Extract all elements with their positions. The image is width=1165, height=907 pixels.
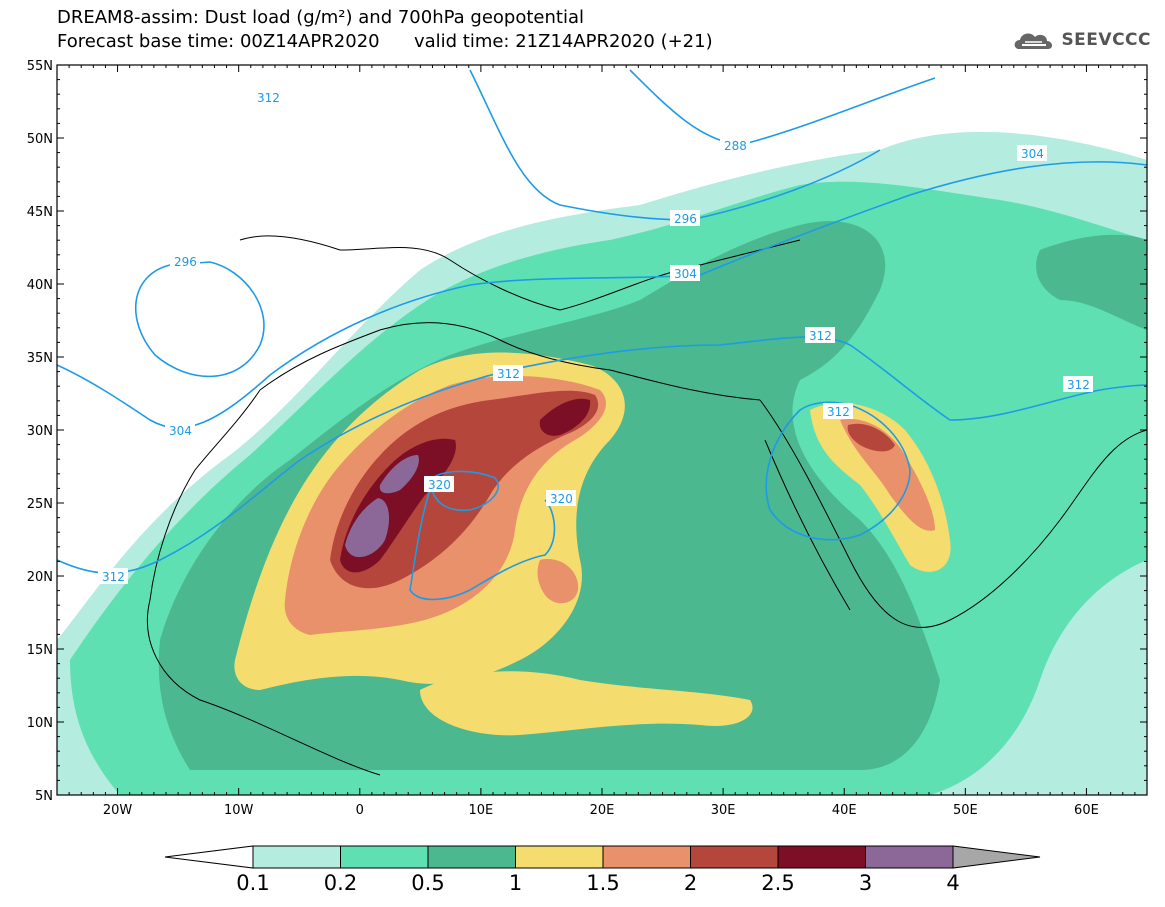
colorbar-level: 2.5	[761, 871, 794, 895]
colorbar-level: 2	[684, 871, 697, 895]
lat-label: 35N	[27, 351, 53, 366]
lat-label: 5N	[35, 789, 53, 804]
colorbar-level: 0.1	[236, 871, 269, 895]
map-subtitle: Forecast base time: 00Z14APR2020 valid t…	[57, 32, 713, 52]
colorbar-swatch	[690, 845, 779, 869]
contour-296-west	[134, 261, 265, 378]
lon-label: 60E	[1074, 803, 1099, 818]
dust-area-3	[345, 498, 390, 558]
lon-label: 40E	[832, 803, 857, 818]
coast-arabia	[759, 399, 1147, 628]
colorbar-swatch	[602, 845, 691, 869]
contour-320-a	[429, 470, 499, 512]
valid-time: valid time: 21Z14APR2020 (+21)	[413, 31, 713, 52]
lon-label: 20E	[590, 803, 615, 818]
colorbar-max-arrow	[952, 845, 1041, 869]
colorbar-level: 1	[509, 871, 522, 895]
contour-label: 320	[550, 492, 573, 506]
contour-labels: 312 288 304 296 296 304 312 304 312 312 …	[98, 89, 1093, 584]
logo-text: SEEVCCC	[1061, 30, 1151, 50]
lon-label: 30E	[711, 803, 736, 818]
seevccc-logo: SEEVCCC	[1011, 27, 1151, 53]
colorbar-swatch	[252, 845, 341, 869]
dust-area-1.5-arabia	[840, 419, 935, 531]
lon-label: 0	[356, 803, 364, 818]
latitude-labels: 55N 50N 45N 40N 35N 30N 25N 20N 15N 10N 5N	[27, 59, 53, 804]
contour-label: 296	[174, 255, 197, 269]
dust-area-2-arabia	[847, 423, 895, 452]
colorbar	[164, 845, 1041, 869]
coast-redsea	[764, 439, 851, 611]
contour-296-north	[469, 69, 881, 221]
lat-label: 30N	[27, 424, 53, 439]
contour-label: 312	[497, 367, 520, 381]
colorbar-level: 3	[859, 871, 872, 895]
coast-africa-north	[259, 322, 761, 401]
dust-area-1-sahel	[420, 671, 753, 736]
contour-label: 312	[809, 329, 832, 343]
colorbar-level: 0.5	[411, 871, 444, 895]
colorbar-swatch	[777, 845, 866, 869]
lat-label: 50N	[27, 132, 53, 147]
contour-320-b	[409, 489, 556, 601]
contour-label: 304	[169, 424, 192, 438]
contour-label: 312	[1067, 378, 1090, 392]
contour-label: 312	[827, 405, 850, 419]
dust-area-3-north	[379, 455, 419, 494]
colorbar-swatch	[865, 845, 954, 869]
colorbar-min-arrow	[164, 845, 254, 869]
cloud-logo-icon	[1015, 33, 1053, 49]
dust-area-0.5-east	[1036, 234, 1147, 330]
axis-ticks	[56, 64, 1148, 796]
dust-area-2	[330, 390, 599, 589]
longitude-labels: 20W 10W 0 10E 20E 30E 40E 50E 60E	[103, 803, 1099, 818]
dust-area-1.5-chad	[537, 559, 579, 604]
forecast-base-time: Forecast base time: 00Z14APR2020	[57, 31, 380, 52]
lon-label: 10W	[224, 803, 254, 818]
lat-label: 40N	[27, 278, 53, 293]
lon-label: 10E	[469, 803, 494, 818]
contour-label: 304	[1021, 147, 1044, 161]
colorbar-swatch	[427, 845, 516, 869]
lat-label: 20N	[27, 570, 53, 585]
colorbar-swatch	[515, 845, 604, 869]
contour-label: 312	[102, 570, 125, 584]
lat-label: 15N	[27, 643, 53, 658]
map-title: DREAM8-assim: Dust load (g/m²) and 700hP…	[57, 7, 584, 28]
colorbar-level: 1.5	[586, 871, 619, 895]
lon-label: 50E	[953, 803, 978, 818]
contour-label: 312	[257, 91, 280, 105]
contour-label: 288	[724, 139, 747, 153]
contour-label: 296	[674, 212, 697, 226]
dust-area-1-arabia	[810, 402, 951, 572]
coast-africa-west	[146, 389, 381, 776]
lat-label: 55N	[27, 59, 53, 74]
dust-field	[57, 131, 1147, 795]
lat-label: 25N	[27, 497, 53, 512]
dust-area-2.5-libya	[539, 398, 591, 436]
colorbar-swatch	[340, 845, 429, 869]
colorbar-level: 0.2	[324, 871, 357, 895]
lat-label: 45N	[27, 205, 53, 220]
colorbar-level: 4	[946, 871, 959, 895]
colorbar-labels: 0.1 0.2 0.5 1 1.5 2 2.5 3 4	[236, 871, 959, 895]
contour-label: 304	[674, 267, 697, 281]
lon-label: 20W	[103, 803, 133, 818]
contour-label: 320	[428, 478, 451, 492]
contour-312-main	[57, 336, 1147, 574]
lat-label: 10N	[27, 716, 53, 731]
